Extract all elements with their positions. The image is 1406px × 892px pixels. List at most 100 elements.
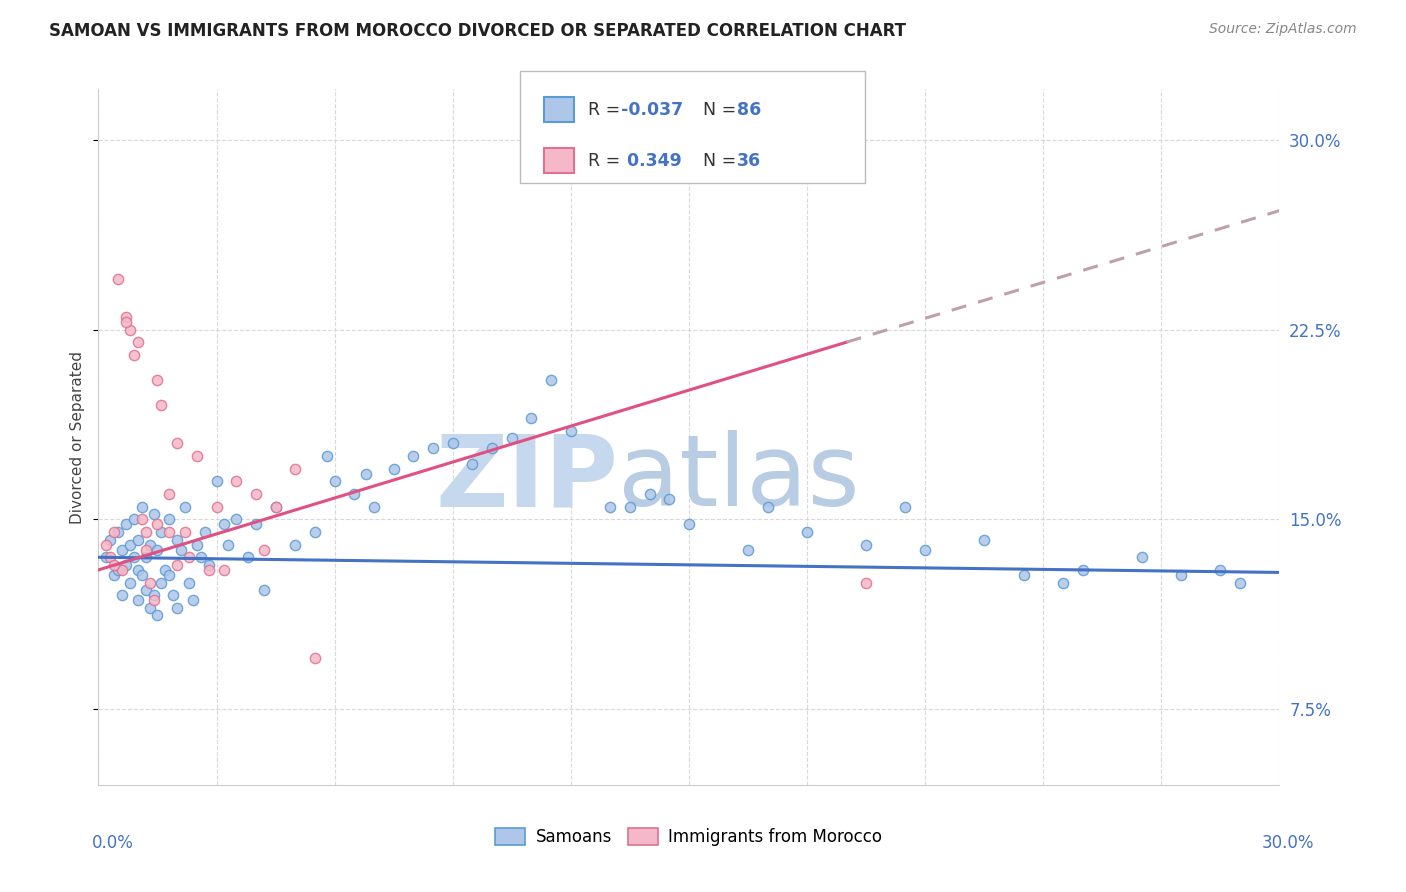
Point <box>135 542 157 557</box>
Point <box>131 512 153 526</box>
Text: Source: ZipAtlas.com: Source: ZipAtlas.com <box>1209 22 1357 37</box>
Point <box>284 461 307 475</box>
Point <box>146 373 169 387</box>
Point <box>131 500 153 514</box>
Point <box>118 575 141 590</box>
Point <box>236 550 259 565</box>
Point <box>638 487 661 501</box>
Point <box>253 542 276 557</box>
Point <box>127 335 149 350</box>
Point <box>1229 575 1251 590</box>
Point <box>174 500 197 514</box>
Text: N =: N = <box>703 101 742 119</box>
Point <box>107 272 129 286</box>
Point <box>162 588 184 602</box>
Point <box>264 500 287 514</box>
Point <box>157 512 180 526</box>
Point <box>214 563 236 577</box>
Point <box>214 517 236 532</box>
Point <box>1052 575 1074 590</box>
Point <box>135 583 157 598</box>
Point <box>441 436 464 450</box>
Point <box>103 558 125 572</box>
Point <box>170 542 193 557</box>
Text: 0.0%: 0.0% <box>91 834 134 852</box>
Point <box>253 583 276 598</box>
Point <box>197 563 219 577</box>
Point <box>138 600 160 615</box>
Point <box>166 600 188 615</box>
Point <box>197 558 219 572</box>
Point <box>135 550 157 565</box>
Point <box>284 538 307 552</box>
Point <box>205 500 228 514</box>
Text: 36: 36 <box>737 152 761 169</box>
Text: N =: N = <box>703 152 742 169</box>
Text: 86: 86 <box>737 101 761 119</box>
Point <box>107 563 129 577</box>
Point <box>186 449 208 463</box>
Point <box>914 542 936 557</box>
Point <box>354 467 377 481</box>
Point <box>973 533 995 547</box>
Text: R =: R = <box>588 152 626 169</box>
Point <box>422 442 444 456</box>
Point <box>157 568 180 582</box>
Point <box>194 524 217 539</box>
Point <box>481 442 503 456</box>
Point <box>131 568 153 582</box>
Point <box>118 538 141 552</box>
Point <box>678 517 700 532</box>
Text: -0.037: -0.037 <box>621 101 683 119</box>
Text: 0.349: 0.349 <box>621 152 682 169</box>
Point <box>146 542 169 557</box>
Point <box>225 475 247 489</box>
Point <box>96 550 118 565</box>
Point <box>382 461 405 475</box>
Point <box>142 508 165 522</box>
Point <box>150 575 173 590</box>
Point <box>245 517 267 532</box>
Point <box>205 475 228 489</box>
Point <box>245 487 267 501</box>
Point <box>343 487 366 501</box>
Point <box>127 533 149 547</box>
Text: SAMOAN VS IMMIGRANTS FROM MOROCCO DIVORCED OR SEPARATED CORRELATION CHART: SAMOAN VS IMMIGRANTS FROM MOROCCO DIVORC… <box>49 22 907 40</box>
Point <box>115 558 138 572</box>
Point <box>315 449 337 463</box>
Y-axis label: Divorced or Separated: Divorced or Separated <box>70 351 86 524</box>
Point <box>155 563 177 577</box>
Point <box>174 524 197 539</box>
Point <box>225 512 247 526</box>
Point <box>127 593 149 607</box>
Point <box>122 550 145 565</box>
Point <box>115 517 138 532</box>
Point <box>619 500 641 514</box>
Point <box>115 315 138 329</box>
Point <box>264 500 287 514</box>
Point <box>323 475 346 489</box>
Point <box>304 524 326 539</box>
Point <box>111 563 134 577</box>
Point <box>142 593 165 607</box>
Point <box>1012 568 1035 582</box>
Point <box>1209 563 1232 577</box>
Point <box>157 524 180 539</box>
Point <box>98 533 121 547</box>
Point <box>166 558 188 572</box>
Point <box>658 491 681 506</box>
Point <box>103 568 125 582</box>
Point <box>855 538 877 552</box>
Point <box>756 500 779 514</box>
Point <box>181 593 204 607</box>
Point <box>150 524 173 539</box>
Point <box>1071 563 1094 577</box>
Point <box>501 431 523 445</box>
Point <box>98 550 121 565</box>
Point <box>177 575 200 590</box>
Point <box>96 538 118 552</box>
Point <box>217 538 239 552</box>
Point <box>146 517 169 532</box>
Point <box>190 550 212 565</box>
Point <box>599 500 621 514</box>
